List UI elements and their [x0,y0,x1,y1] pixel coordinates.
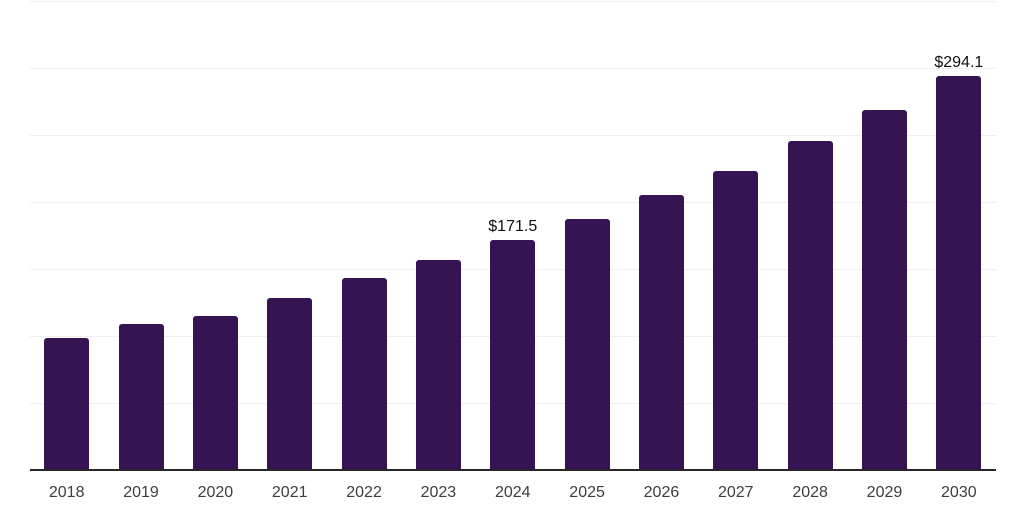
gridline-250 [29,135,996,136]
x-tick-2022: 2022 [346,484,382,501]
bar-2026 [638,195,684,470]
gridline-200 [29,202,996,203]
x-tick-2027: 2027 [717,484,754,501]
bar-2028 [787,140,833,470]
x-tick-2018: 2018 [48,484,85,501]
x-tick-2025: 2025 [569,484,605,501]
x-tick-2020: 2020 [197,484,234,501]
x-tick-2024: 2024 [494,484,531,501]
bar-2025 [564,219,610,470]
x-tick-2029: 2029 [866,484,903,501]
gridline-350 [29,1,996,2]
data-label-2030: $294.1 [934,53,984,71]
data-label-2024: $171.5 [488,218,538,236]
x-tick-2030: 2030 [941,484,977,501]
bar-2027 [713,170,759,470]
bar-2020 [192,316,238,470]
bar-2023 [415,260,461,470]
x-axis-line [29,469,996,471]
x-tick-2026: 2026 [643,484,680,501]
bar-2019 [118,324,164,470]
x-tick-2028: 2028 [792,484,828,501]
bar-2018 [44,338,90,470]
x-tick-2023: 2023 [420,484,457,501]
x-tick-2021: 2021 [271,484,308,501]
bar-2030 [936,75,982,470]
bar-2021 [267,298,313,470]
bar-2022 [341,278,387,470]
x-tick-2019: 2019 [123,484,159,501]
gridline-300 [29,68,996,69]
bar-2029 [861,109,907,470]
bar-2024 [490,240,536,470]
